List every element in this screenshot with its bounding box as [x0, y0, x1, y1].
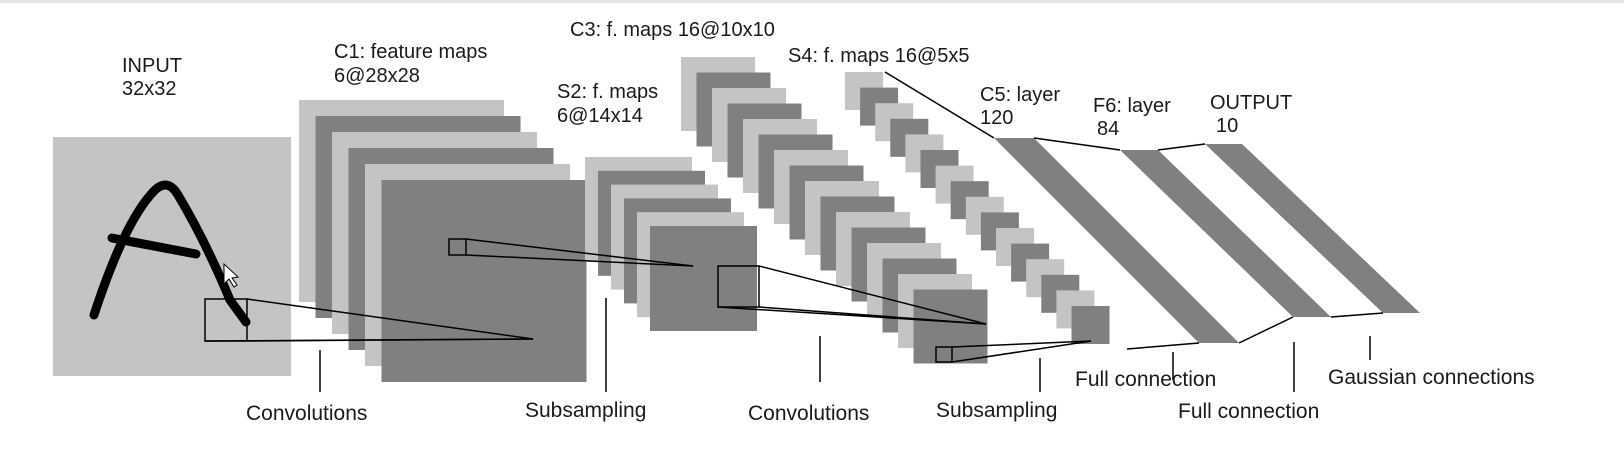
fully-connected-layers [994, 138, 1420, 343]
proj-c1-s2-b [465, 254, 694, 267]
projection-lines [204, 238, 1092, 363]
input-name-label: INPUT [122, 55, 182, 77]
output-name-label: OUTPUT [1210, 92, 1292, 114]
c1-plane-6 [381, 180, 587, 382]
c1-feature-maps [299, 100, 587, 382]
f6-to-output-top [1157, 143, 1206, 151]
c5-name-label: C5: layer [980, 84, 1060, 106]
s4-to-c5-top [884, 71, 995, 139]
f6-to-output-bottom [1330, 312, 1384, 318]
s4-plane-16 [1071, 306, 1110, 344]
s2-dims-label: 6@14x14 [557, 105, 643, 127]
op-conv2-label: Convolutions [748, 402, 869, 425]
c1-name-label: C1: feature maps [334, 41, 487, 63]
c1-dims-label: 6@28x28 [334, 65, 420, 87]
op-sub2-label: Subsampling [936, 399, 1057, 422]
fc-connection-lines [884, 71, 1384, 350]
output-bar [1205, 144, 1420, 313]
proj-c3-s4-a [951, 340, 1092, 348]
f6-bar [1120, 150, 1331, 317]
proj-s2-c3-c [717, 306, 987, 325]
op-sub1-label: Subsampling [525, 399, 646, 422]
operation-ticks [319, 298, 1371, 392]
c3-name-label: C3: f. maps 16@10x10 [570, 19, 775, 41]
proj-s2-c3-a [758, 265, 987, 325]
c1-receptive-field [448, 238, 467, 256]
c3-feature-maps [681, 57, 988, 364]
window-top-border [0, 0, 1624, 3]
s4-feature-maps [845, 72, 1110, 344]
f6-dims-label: 84 [1097, 118, 1119, 140]
proj-c1-s2-a [465, 238, 694, 267]
proj-input-c1-c [204, 338, 534, 342]
c5-dims-label: 120 [980, 107, 1013, 129]
s2-name-label: S2: f. maps [557, 81, 658, 103]
op-conv1-label: Convolutions [246, 402, 367, 425]
c5-bar [994, 138, 1239, 343]
s2-plane-6 [650, 226, 757, 331]
s2-feature-maps [585, 157, 757, 331]
op-gauss-label: Gaussian connections [1328, 366, 1535, 389]
op-full1-label: Full connection [1075, 368, 1216, 391]
mouse-cursor-icon [223, 262, 240, 288]
f6-name-label: F6: layer [1093, 95, 1171, 117]
s4-name-label: S4: f. maps 16@5x5 [788, 45, 970, 67]
layer-labels: INPUT 32x32 C1: feature maps 6@28x28 S2:… [122, 19, 1292, 140]
operation-labels: Convolutions Subsampling Convolutions Su… [246, 366, 1535, 425]
s2-receptive-field [717, 265, 760, 308]
input-plane [53, 137, 291, 376]
c5-to-f6-bottom [1238, 316, 1294, 344]
c3-receptive-field [935, 346, 953, 363]
proj-c3-s4-b [951, 340, 1092, 363]
input-dims-label: 32x32 [122, 78, 177, 100]
op-full2-label: Full connection [1178, 400, 1319, 423]
output-dims-label: 10 [1216, 115, 1238, 137]
input-layer [53, 137, 291, 376]
input-glyph-A [89, 180, 251, 327]
c5-to-f6-top [1033, 137, 1121, 151]
s4-to-c5-bottom [1126, 342, 1200, 350]
c3-plane-16 [913, 289, 988, 364]
proj-input-c1-a [246, 298, 534, 340]
